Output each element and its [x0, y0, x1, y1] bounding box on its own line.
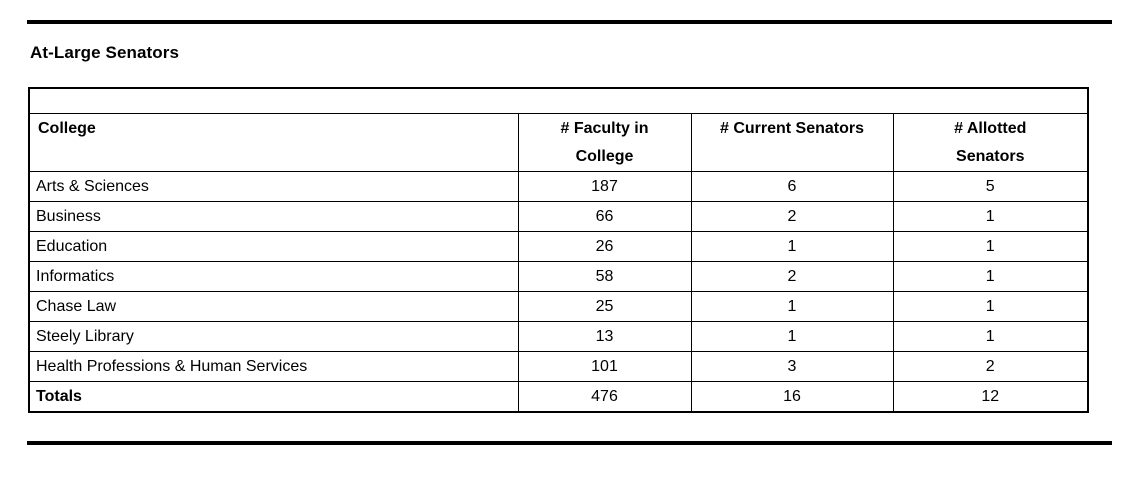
table-row: Arts & Sciences 187 6 5 [28, 171, 1089, 202]
faculty-count-cell: 187 [517, 171, 692, 202]
college-cell: Business [28, 201, 519, 232]
faculty-count-cell: 13 [517, 321, 692, 352]
table-row: Informatics 58 2 1 [28, 261, 1089, 292]
column-header-college: College [28, 113, 519, 172]
bottom-horizontal-rule [27, 441, 1112, 445]
allotted-senators-cell: 1 [892, 201, 1089, 232]
at-large-senators-table: College # Faculty in College # Current S… [28, 87, 1089, 413]
college-cell: Informatics [28, 261, 519, 292]
current-senators-cell: 6 [690, 171, 894, 202]
faculty-count-cell: 25 [517, 291, 692, 322]
college-cell: Health Professions & Human Services [28, 351, 519, 382]
table-row: Business 66 2 1 [28, 201, 1089, 232]
allotted-senators-cell: 2 [892, 351, 1089, 382]
column-header-current-senators: # Current Senators [690, 113, 894, 172]
table-totals-row: Totals 476 16 12 [28, 381, 1089, 413]
totals-allotted-senators-cell: 12 [892, 381, 1089, 413]
top-horizontal-rule [27, 20, 1112, 24]
college-cell: Arts & Sciences [28, 171, 519, 202]
current-senators-cell: 3 [690, 351, 894, 382]
page-title: At-Large Senators [30, 43, 180, 62]
table-row: Chase Law 25 1 1 [28, 291, 1089, 322]
allotted-senators-cell: 1 [892, 261, 1089, 292]
table-row: Steely Library 13 1 1 [28, 321, 1089, 352]
column-header-faculty-label: # Faculty in College [560, 120, 649, 165]
column-header-allotted-label: # Allotted Senators [954, 120, 1027, 165]
faculty-count-cell: 58 [517, 261, 692, 292]
totals-current-senators-cell: 16 [690, 381, 894, 413]
allotted-senators-cell: 1 [892, 321, 1089, 352]
column-header-faculty-in-college: # Faculty in College [517, 113, 692, 172]
faculty-count-cell: 66 [517, 201, 692, 232]
table-row: Education 26 1 1 [28, 231, 1089, 262]
table-row: Health Professions & Human Services 101 … [28, 351, 1089, 382]
allotted-senators-cell: 1 [892, 291, 1089, 322]
current-senators-cell: 2 [690, 201, 894, 232]
allotted-senators-cell: 1 [892, 231, 1089, 262]
faculty-count-cell: 101 [517, 351, 692, 382]
current-senators-cell: 1 [690, 291, 894, 322]
current-senators-cell: 2 [690, 261, 894, 292]
college-cell: Steely Library [28, 321, 519, 352]
table-header-row: College # Faculty in College # Current S… [28, 113, 1089, 172]
empty-merged-cell [28, 87, 1089, 114]
college-cell: Education [28, 231, 519, 262]
table-empty-row [28, 87, 1089, 114]
column-header-allotted-senators: # Allotted Senators [892, 113, 1089, 172]
allotted-senators-cell: 5 [892, 171, 1089, 202]
college-cell: Chase Law [28, 291, 519, 322]
totals-label-cell: Totals [28, 381, 519, 413]
current-senators-cell: 1 [690, 321, 894, 352]
current-senators-cell: 1 [690, 231, 894, 262]
totals-faculty-cell: 476 [517, 381, 692, 413]
faculty-count-cell: 26 [517, 231, 692, 262]
